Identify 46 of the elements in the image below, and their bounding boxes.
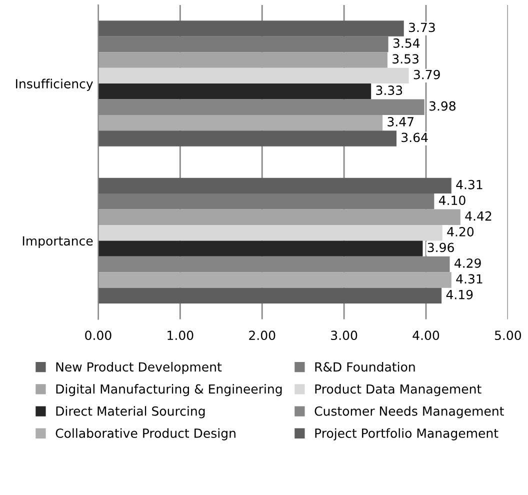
bar: [98, 36, 388, 52]
x-tick-label: 3.00: [331, 330, 358, 340]
x-tick-label: 0.00: [85, 330, 112, 340]
bar: [98, 224, 442, 241]
y-tick-label: Importance: [22, 236, 93, 248]
legend-label: Collaborative Product Design: [56, 428, 236, 440]
data-label: 4.20: [447, 227, 474, 236]
data-label: 4.42: [465, 211, 492, 221]
bar: [98, 209, 460, 225]
data-label: 4.31: [456, 274, 482, 284]
data-label: 3.64: [402, 132, 428, 142]
legend-label: R&D Foundation: [315, 362, 415, 372]
data-label: 3.96: [428, 242, 454, 252]
bar: [98, 114, 383, 131]
bar: [98, 178, 452, 194]
bar: [98, 20, 404, 36]
data-label: 4.29: [454, 258, 481, 268]
legend-label: Customer Needs Management: [314, 406, 504, 418]
data-label: 4.31: [456, 180, 482, 190]
legend-label: Digital Manufacturing & Engineering: [56, 384, 282, 396]
legend-label: Direct Material Sourcing: [56, 406, 205, 418]
x-tick-label: 5.00: [494, 330, 522, 340]
legend-label: Project Portfolio Management: [315, 428, 498, 440]
data-label: 3.53: [392, 54, 418, 64]
bar: [98, 52, 388, 68]
data-label: 3.33: [376, 86, 402, 96]
bar: [98, 272, 452, 288]
bar: [98, 130, 396, 146]
bar: [98, 68, 409, 84]
data-label: 3.73: [408, 22, 435, 32]
bar: [98, 84, 372, 100]
bar: [98, 194, 434, 210]
data-label: 3.47: [388, 116, 414, 126]
x-tick-label: 2.00: [249, 330, 276, 340]
data-label: 3.54: [393, 38, 420, 48]
legend-label: New Product Development: [56, 362, 222, 374]
x-tick-label: 1.00: [168, 330, 194, 340]
bar: [98, 288, 442, 304]
bar: [98, 240, 423, 256]
data-label: 4.10: [438, 196, 466, 206]
data-label: 3.79: [414, 70, 440, 80]
y-tick-label: Insufficiency: [16, 78, 93, 91]
x-tick-label: 4.00: [412, 330, 440, 340]
data-label: 4.19: [446, 290, 473, 300]
data-label: 3.98: [429, 101, 456, 111]
legend-label: Product Data Management: [315, 384, 482, 396]
